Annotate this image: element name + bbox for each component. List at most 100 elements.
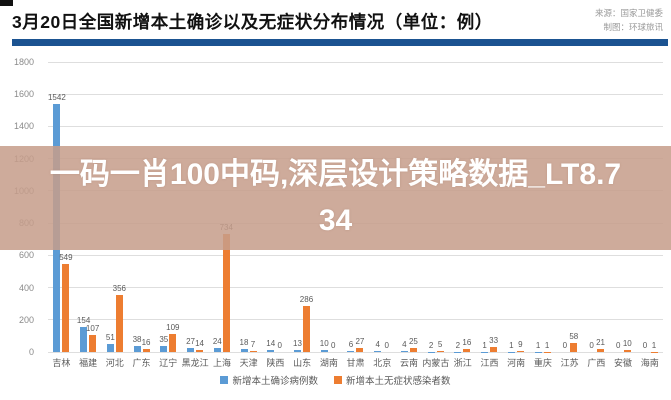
x-label-安徽: 安徽: [614, 358, 633, 368]
x-label-福建: 福建: [79, 358, 98, 368]
bar-groups: 1542549154107513563816351092714247341871…: [48, 62, 663, 352]
x-label-江苏: 江苏: [560, 358, 579, 368]
bar-value-label: 107: [85, 323, 100, 333]
x-label-海南: 海南: [640, 358, 659, 368]
bar-column: 154: [77, 62, 90, 352]
bar-column: 10: [622, 62, 632, 352]
bar-group-安徽: 0 10: [609, 62, 636, 352]
x-label-广西: 广西: [587, 358, 606, 368]
y-tick-1400: 1400: [13, 121, 34, 132]
bar-group-陕西: 14 0: [262, 62, 289, 352]
bar-value-label: 27: [355, 336, 365, 346]
x-label-天津: 天津: [239, 358, 258, 368]
bar-column: 18: [240, 62, 248, 352]
bar-column: 33: [489, 62, 498, 352]
y-tick-200: 200: [18, 314, 34, 325]
gridline-400: [48, 287, 663, 289]
bar-asymptomatic-山东: [302, 305, 310, 352]
legend-swatch-confirmed: [220, 376, 229, 384]
bar-asymptomatic-广西: [597, 348, 605, 352]
bar-value-label: 1: [535, 340, 541, 350]
bar-group-山东: 13 286: [289, 62, 316, 352]
bar-value-label: 9: [518, 339, 523, 349]
bar-group-甘肃: 6 27: [342, 62, 369, 352]
bar-column: 2: [454, 62, 462, 352]
bar-column: 4: [374, 62, 382, 352]
bar-value-label: 0: [277, 341, 282, 350]
x-label-辽宁: 辽宁: [159, 358, 178, 368]
bar-confirmed-辽宁: [160, 346, 168, 352]
bar-value-label: 0: [589, 341, 594, 350]
bar-value-label: 10: [622, 339, 632, 349]
header-divider-bar: [12, 39, 668, 46]
bar-column: 9: [516, 62, 524, 352]
bar-value-label: 51: [105, 332, 115, 342]
bar-column: 0: [276, 62, 283, 352]
bar-value-label: 25: [408, 336, 418, 346]
legend-item-confirmed: 新增本土确诊病例数: [220, 373, 318, 387]
bar-value-label: 27: [186, 336, 195, 346]
bar-value-label: 1: [651, 340, 657, 350]
x-label-云南: 云南: [399, 358, 418, 368]
bar-asymptomatic-黑龙江: [196, 349, 204, 352]
bar-group-福建: 154 107: [75, 62, 102, 352]
bar-confirmed-云南: [400, 351, 408, 352]
bar-column: 4: [400, 62, 408, 352]
bar-column: 27: [355, 62, 365, 352]
bar-asymptomatic-江苏: [570, 342, 578, 352]
y-tick-1800: 1800: [13, 57, 34, 67]
bar-confirmed-福建: [80, 327, 88, 352]
bar-value-label: 14: [266, 338, 276, 348]
bar-group-广东: 38 16: [128, 62, 155, 352]
bar-group-天津: 18 7: [235, 62, 262, 352]
bar-asymptomatic-甘肃: [356, 347, 364, 352]
source-line: 来源：国家卫健委: [594, 8, 663, 18]
x-axis-category-labels: 吉林 福建 河北 广东 辽宁 黑龙江 上海 天津 陕西 山东 湖南 甘肃 北京 云南 内蒙古 浙江 江西 河南 重庆…: [48, 356, 663, 369]
legend-item-asymptomatic: 新增本土无症状感染者数: [334, 373, 451, 387]
gridline-200: [48, 319, 663, 321]
screenshot-corner-fragment: [0, 0, 13, 6]
bar-value-label: 38: [132, 334, 142, 344]
watermark-banner-overlay: 一码一肖100中码,深层设计策略数据_LT8.734: [0, 146, 671, 250]
bar-confirmed-天津: [240, 349, 248, 352]
chart-legend: 新增本土确诊病例数 新增本土无症状感染者数: [0, 373, 671, 387]
x-label-上海: 上海: [212, 358, 231, 368]
bar-value-label: 5: [437, 340, 443, 350]
bar-value-label: 58: [569, 331, 579, 341]
bar-group-江西: 1 33: [476, 62, 503, 352]
bar-group-浙江: 2 16: [449, 62, 476, 352]
x-label-北京: 北京: [373, 358, 392, 368]
y-tick-600: 600: [18, 250, 34, 261]
bar-asymptomatic-河北: [115, 294, 123, 352]
bar-asymptomatic-河南: [516, 350, 524, 352]
x-label-陕西: 陕西: [266, 358, 285, 368]
bar-value-label: 0: [330, 341, 336, 350]
x-label-河北: 河北: [105, 358, 124, 368]
bar-column: 21: [596, 62, 605, 352]
bar-column: 35: [159, 62, 168, 352]
bar-column: 0: [642, 62, 649, 352]
bar-column: 25: [408, 62, 418, 352]
bar-column: 14: [266, 62, 276, 352]
bar-confirmed-山东: [293, 349, 301, 352]
bar-asymptomatic-上海: [222, 233, 230, 352]
bar-column: 109: [166, 62, 179, 352]
bar-confirmed-广东: [133, 345, 141, 352]
bar-column: 286: [300, 62, 313, 352]
bar-asymptomatic-江西: [490, 346, 498, 352]
bar-confirmed-黑龙江: [187, 347, 195, 352]
y-tick-400: 400: [18, 282, 34, 293]
bar-confirmed-上海: [213, 348, 221, 352]
x-label-江西: 江西: [480, 358, 499, 368]
y-tick-0: 0: [28, 347, 34, 357]
bar-column: 1: [481, 62, 489, 352]
gridline-0: [48, 351, 663, 353]
bar-value-label: 2: [428, 340, 434, 350]
bar-value-label: 6: [348, 340, 354, 350]
bar-value-label: 1: [509, 340, 514, 350]
bar-column: 27: [186, 62, 195, 352]
